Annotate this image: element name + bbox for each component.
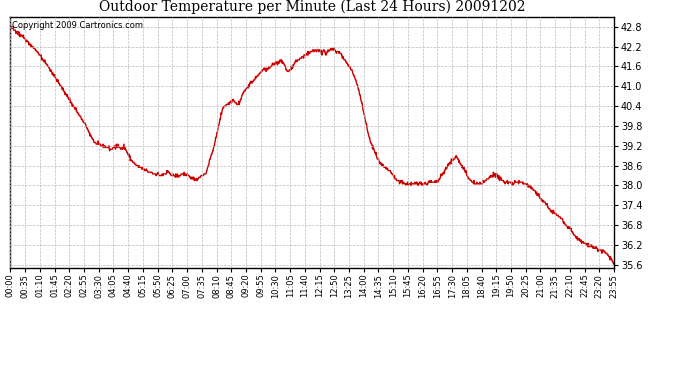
Title: Outdoor Temperature per Minute (Last 24 Hours) 20091202: Outdoor Temperature per Minute (Last 24 … xyxy=(99,0,526,14)
Text: Copyright 2009 Cartronics.com: Copyright 2009 Cartronics.com xyxy=(12,21,143,30)
